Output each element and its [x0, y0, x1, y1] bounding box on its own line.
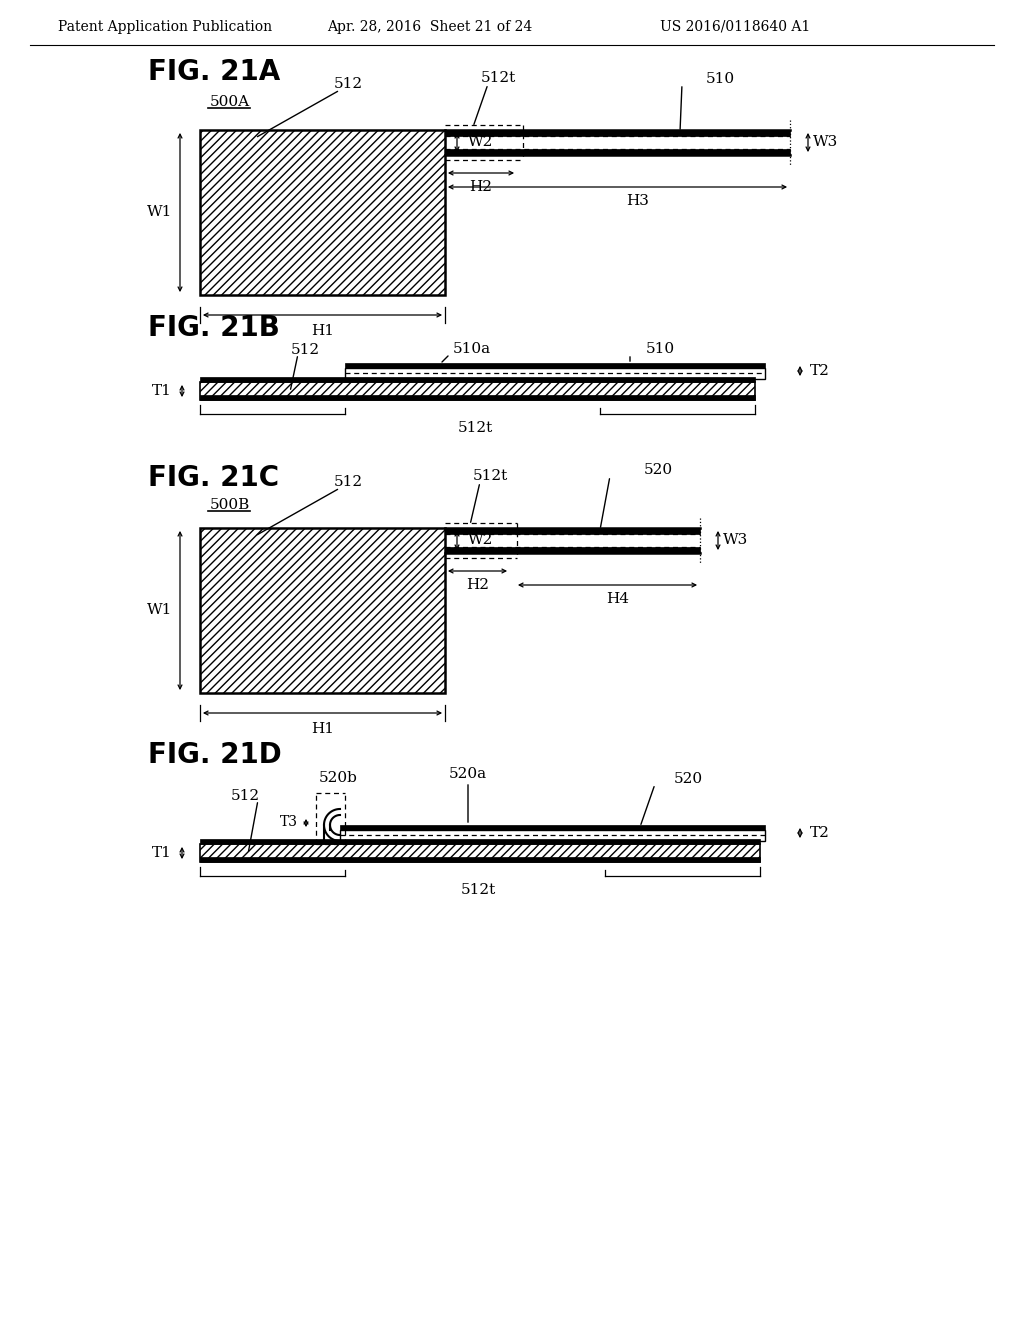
Text: 512t: 512t: [461, 883, 496, 898]
Text: H2: H2: [469, 180, 493, 194]
Text: 512: 512: [334, 77, 362, 91]
Text: 500A: 500A: [210, 95, 250, 110]
Text: 512t: 512t: [472, 469, 508, 483]
Text: 512: 512: [334, 475, 362, 488]
Text: W1: W1: [147, 603, 173, 618]
Text: W3: W3: [723, 533, 749, 548]
Text: 512: 512: [291, 343, 319, 356]
Text: T1: T1: [152, 384, 172, 399]
Text: 512t: 512t: [458, 421, 493, 436]
Text: 510: 510: [706, 73, 734, 86]
Bar: [340, 825, 765, 830]
Text: 512: 512: [230, 789, 259, 803]
Text: Patent Application Publication: Patent Application Publication: [58, 20, 272, 34]
Text: 510: 510: [645, 342, 675, 356]
Text: H3: H3: [626, 194, 649, 209]
Text: US 2016/0118640 A1: US 2016/0118640 A1: [660, 20, 810, 34]
Text: W2: W2: [468, 533, 494, 548]
Text: H2: H2: [467, 578, 489, 591]
Text: 520: 520: [643, 463, 673, 477]
Text: FIG. 21C: FIG. 21C: [148, 465, 280, 492]
Text: H1: H1: [311, 722, 334, 737]
Bar: [200, 857, 760, 862]
Bar: [445, 149, 790, 154]
Bar: [345, 363, 765, 368]
Text: 512t: 512t: [480, 71, 516, 84]
Text: FIG. 21B: FIG. 21B: [148, 314, 280, 342]
Text: 510a: 510a: [453, 342, 492, 356]
Text: 520b: 520b: [318, 771, 357, 785]
Text: FIG. 21A: FIG. 21A: [148, 58, 281, 86]
Bar: [200, 840, 760, 843]
Bar: [200, 395, 755, 400]
Bar: [200, 381, 755, 400]
Text: H4: H4: [606, 591, 629, 606]
Bar: [340, 830, 765, 841]
Text: W3: W3: [813, 136, 839, 149]
Text: H1: H1: [311, 323, 334, 338]
Text: 520: 520: [674, 772, 702, 785]
Bar: [345, 368, 765, 379]
Text: W2: W2: [468, 136, 494, 149]
Text: Apr. 28, 2016  Sheet 21 of 24: Apr. 28, 2016 Sheet 21 of 24: [328, 20, 532, 34]
Bar: [200, 129, 445, 294]
Bar: [200, 843, 760, 862]
Text: T2: T2: [810, 364, 829, 378]
Bar: [445, 129, 790, 136]
Bar: [200, 378, 755, 381]
Text: T1: T1: [152, 846, 172, 861]
Bar: [445, 528, 700, 535]
Bar: [200, 528, 445, 693]
Text: T2: T2: [810, 826, 829, 840]
Text: 500B: 500B: [210, 498, 250, 512]
Text: 520a: 520a: [449, 767, 487, 781]
Bar: [445, 546, 700, 553]
Text: W1: W1: [147, 206, 173, 219]
Text: T3: T3: [280, 814, 298, 829]
Text: FIG. 21D: FIG. 21D: [148, 741, 282, 770]
